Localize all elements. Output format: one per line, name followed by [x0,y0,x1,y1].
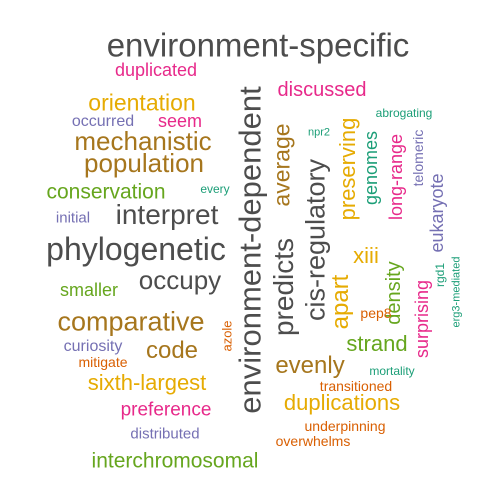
word-curiosity: curiosity [63,338,123,355]
word-erg3-mediated: erg3-mediated [450,256,463,328]
word-cis-regulatory: cis-regulatory [300,158,331,322]
word-mortality: mortality [369,364,415,378]
word-phylogenetic: phylogenetic [46,231,226,267]
word-transitioned: transitioned [319,378,393,394]
word-eukaryote: eukaryote [427,173,447,253]
word-orientation: orientation [88,89,196,116]
word-overwhelms: overwhelms [275,433,351,449]
word-code: code [145,337,199,364]
word-preserving: preserving [335,117,360,221]
word-sixth-largest: sixth-largest [87,370,207,395]
word-azole: azole [219,320,235,352]
word-surprising: surprising [412,279,432,359]
word-conservation: conservation [46,180,166,204]
word-environment-specific: environment-specific [106,26,410,64]
word-environment-dependent: environment-dependent [232,86,268,414]
word-mechanistic: mechanistic [74,126,212,156]
word-comparative: comparative [57,306,205,337]
word-duplicated: duplicated [114,60,198,80]
word-seem: seem [157,111,203,131]
word-genomes: genomes [361,130,381,206]
word-xiii: xiii [353,243,379,268]
word-apart: apart [327,274,354,330]
word-underpinning: underpinning [304,418,386,434]
word-every: every [200,182,230,196]
word-telomeric: telomeric [410,129,426,187]
word-occupy: occupy [138,265,222,295]
word-abrogating: abrogating [375,106,433,120]
word-population: population [84,148,204,178]
word-mitigate: mitigate [78,354,128,370]
word-npr2: npr2 [307,126,331,139]
word-duplications: duplications [283,390,401,415]
word-average: average [268,123,295,207]
word-strand: strand [346,331,408,356]
word-interpret: interpret [115,199,219,230]
word-discussed: discussed [277,79,367,101]
word-rgd1: rgd1 [433,262,447,288]
word-pep8: pep8 [360,305,392,321]
word-long-range: long-range [386,133,406,221]
word-smaller: smaller [59,280,119,300]
word-distributed: distributed [130,425,200,443]
word-evenly: evenly [275,352,345,379]
word-interchromosomal: interchromosomal [91,449,259,473]
word-preference: preference [120,399,212,421]
word-initial: initial [55,209,91,227]
word-occurred: occurred [71,113,135,130]
word-predicts: predicts [268,237,299,337]
